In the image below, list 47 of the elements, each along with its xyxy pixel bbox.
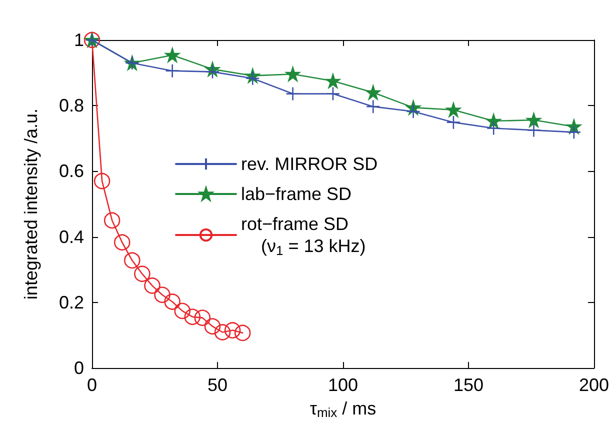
y-tick-label: 0.2: [58, 292, 84, 312]
legend-label: rev. MIRROR SD: [241, 154, 378, 174]
y-tick-label: 0.4: [58, 226, 84, 247]
x-tick-label: 0: [86, 375, 98, 395]
point: [326, 86, 340, 101]
point: [184, 308, 201, 325]
point: [286, 86, 300, 101]
point: [245, 71, 260, 86]
point: [526, 123, 541, 138]
point: [174, 302, 191, 320]
point: [134, 266, 150, 282]
point: [486, 114, 501, 128]
point: [94, 172, 110, 190]
point: [204, 318, 221, 334]
point: [164, 294, 180, 310]
y-tick-label: 0.6: [58, 161, 84, 182]
x-tick-label: 150: [453, 375, 484, 395]
x-tick-label: 200: [578, 375, 610, 395]
point: [214, 324, 231, 340]
point: [286, 66, 300, 82]
y-axis-title: integrated intensity /a.u.: [21, 108, 41, 300]
x-tick-label: 100: [328, 375, 358, 395]
point: [366, 85, 380, 100]
point: [446, 102, 461, 118]
point: [234, 324, 251, 342]
y-tick-label: 0.8: [58, 96, 84, 116]
point: [566, 125, 582, 140]
point: [154, 286, 170, 303]
point: [446, 115, 461, 130]
point: [165, 64, 180, 78]
legend-label: lab−frame SD: [241, 184, 352, 204]
point: [224, 322, 241, 338]
point: [104, 212, 120, 229]
point: [406, 104, 420, 119]
point: [194, 310, 211, 326]
point: [124, 252, 140, 269]
point: [326, 74, 340, 88]
y-tick-label: 0: [74, 358, 84, 378]
point: [526, 112, 541, 128]
point: [205, 64, 220, 79]
point: [114, 234, 130, 251]
point: [144, 278, 160, 294]
point: [165, 48, 180, 62]
y-tick-label: 1: [74, 30, 84, 50]
x-tick-label: 50: [207, 375, 228, 395]
point: [366, 99, 380, 114]
point: [486, 121, 501, 136]
